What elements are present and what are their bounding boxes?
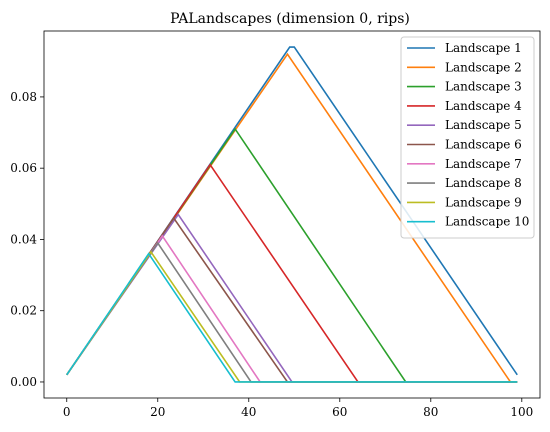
series-line-landscape-9 <box>66 250 518 383</box>
y-tick-label: 0.00 <box>10 375 37 389</box>
series-line-landscape-8 <box>66 241 518 383</box>
x-tick-label: 0 <box>63 405 71 419</box>
series-line-landscape-7 <box>66 234 518 383</box>
y-tick-label: 0.04 <box>10 232 37 246</box>
chart-title: PALandscapes (dimension 0, rips) <box>170 11 410 27</box>
x-tick-label: 60 <box>332 405 347 419</box>
series-line-landscape-5 <box>66 213 518 383</box>
legend-label-landscape-3: Landscape 3 <box>445 80 522 94</box>
legend-label-landscape-5: Landscape 5 <box>445 118 522 132</box>
legend-label-landscape-6: Landscape 6 <box>445 138 522 152</box>
legend: Landscape 1 Landscape 2 Landscape 3 Landsca… <box>400 36 535 239</box>
x-tick-label: 20 <box>150 405 165 419</box>
legend-label-landscape-4: Landscape 4 <box>445 99 522 113</box>
y-tick-label: 0.02 <box>10 304 37 318</box>
legend-label-landscape-2: Landscape 2 <box>445 60 522 74</box>
series-layer <box>66 46 518 383</box>
plot-frame <box>43 30 541 399</box>
y-tick-label: 0.08 <box>10 90 37 104</box>
x-tick-label: 80 <box>423 405 438 419</box>
x-tick-label: 100 <box>510 405 533 419</box>
y-tick-label: 0.06 <box>10 161 37 175</box>
series-line-landscape-6 <box>66 216 518 383</box>
legend-label-landscape-8: Landscape 8 <box>445 176 522 190</box>
legend-label-landscape-7: Landscape 7 <box>445 157 522 171</box>
series-line-landscape-10 <box>66 252 518 383</box>
legend-label-landscape-1: Landscape 1 <box>445 41 522 55</box>
axes-layer: 0 20 40 60 80 100 0.00 0.02 0.04 0.06 0.08 <box>10 90 533 419</box>
x-tick-label: 40 <box>241 405 256 419</box>
legend-label-landscape-10: Landscape 10 <box>445 215 529 229</box>
legend-label-landscape-9: Landscape 9 <box>445 195 522 209</box>
